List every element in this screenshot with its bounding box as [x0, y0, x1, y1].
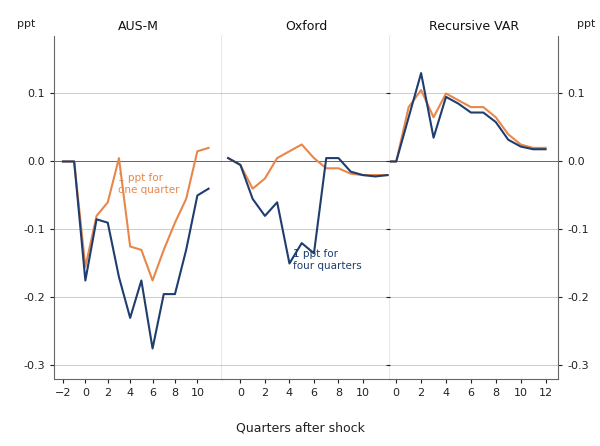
Text: ppt: ppt	[577, 19, 595, 29]
Title: Oxford: Oxford	[285, 20, 327, 33]
Text: Quarters after shock: Quarters after shock	[236, 422, 364, 435]
Text: 1 ppt for
one quarter: 1 ppt for one quarter	[118, 173, 179, 195]
Title: AUS-M: AUS-M	[118, 20, 158, 33]
Title: Recursive VAR: Recursive VAR	[429, 20, 519, 33]
Text: ppt: ppt	[17, 19, 35, 29]
Text: 1 ppt for
four quarters: 1 ppt for four quarters	[293, 248, 361, 271]
